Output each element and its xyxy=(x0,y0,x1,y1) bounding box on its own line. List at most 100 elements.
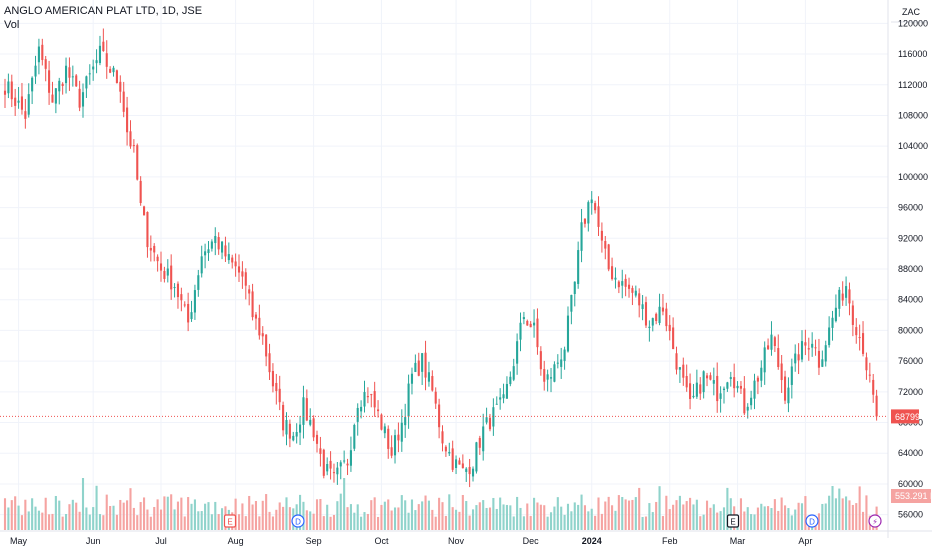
volume-bar xyxy=(75,502,78,530)
candle-body xyxy=(153,245,156,253)
candle-body xyxy=(41,44,44,60)
candle-body xyxy=(665,308,668,327)
candle-body xyxy=(441,431,444,444)
volume-bar xyxy=(831,486,834,530)
candle-body xyxy=(787,387,790,404)
candle-body xyxy=(170,265,173,290)
candle-body xyxy=(119,81,122,92)
candle-body xyxy=(709,375,712,380)
candle-body xyxy=(285,419,288,435)
volume-bar xyxy=(173,509,176,530)
volume-bar xyxy=(560,506,563,530)
volume-bar xyxy=(136,515,139,530)
volume-bar xyxy=(282,506,285,530)
volume-bar xyxy=(258,516,261,530)
volume-bar xyxy=(387,499,390,530)
candle-body xyxy=(648,326,651,329)
volume-bar xyxy=(139,502,142,530)
volume-bar xyxy=(78,511,81,530)
dividend-marker: D xyxy=(805,514,819,528)
earnings-marker: E xyxy=(223,514,237,528)
volume-bar xyxy=(237,514,241,530)
candle-body xyxy=(505,383,508,399)
volume-bar xyxy=(580,494,583,530)
candle-body xyxy=(729,377,732,380)
candle-body xyxy=(234,261,237,267)
candle-body xyxy=(672,327,675,350)
volume-bar xyxy=(838,488,841,530)
volume-bar xyxy=(750,514,753,530)
candle-body xyxy=(64,65,68,84)
volume-bar xyxy=(475,505,478,530)
candle-body xyxy=(546,374,549,380)
volume-bar xyxy=(190,503,193,530)
volume-bar xyxy=(617,495,620,530)
volume-bar xyxy=(383,501,386,530)
candle-body xyxy=(71,76,74,78)
volume-bar xyxy=(44,497,47,530)
candle-body xyxy=(197,275,200,290)
volume-bar xyxy=(34,506,37,530)
volume-bar xyxy=(865,495,868,530)
candle-body xyxy=(529,323,532,328)
candle-body xyxy=(58,80,61,92)
event-markers[interactable]: E D E D ⚡ xyxy=(223,514,882,528)
candle-body xyxy=(678,367,681,370)
volume-bar xyxy=(685,501,688,530)
candle-body xyxy=(237,266,241,273)
candle-body xyxy=(539,351,542,370)
candle-body xyxy=(719,393,722,399)
symbol-legend[interactable]: ANGLO AMERICAN PLAT LTD, 1D, JSE xyxy=(4,5,203,17)
volume-bar xyxy=(689,497,692,530)
candle-body xyxy=(797,354,800,361)
candle-body xyxy=(336,467,339,475)
candle-body xyxy=(309,419,312,425)
candle-body xyxy=(159,263,163,271)
volume-bar xyxy=(753,514,756,530)
volume-bar xyxy=(254,501,258,530)
svg-text:E: E xyxy=(730,518,735,527)
candle-body xyxy=(736,385,739,389)
candle-body xyxy=(3,90,7,95)
volume-bar xyxy=(465,501,468,530)
candle-body xyxy=(767,345,770,350)
candle-body xyxy=(689,383,692,399)
candle-body xyxy=(427,372,430,382)
candle-body xyxy=(24,111,27,119)
candle-body xyxy=(583,218,586,224)
candle-body xyxy=(115,70,118,83)
volume-bar xyxy=(729,498,732,530)
volume-bar xyxy=(27,511,30,530)
time-tick-label: Dec xyxy=(523,536,540,546)
volume-bar xyxy=(563,514,566,530)
candle-body xyxy=(597,206,600,227)
candle-body xyxy=(651,318,654,326)
volume-bar xyxy=(858,486,861,530)
price-axis[interactable]: ZAC5600060000640006800072000760008000084… xyxy=(887,0,932,550)
candle-body xyxy=(370,394,373,396)
volume-bar xyxy=(461,494,464,530)
volume-legend[interactable]: Vol xyxy=(4,19,20,31)
candle-body xyxy=(638,293,641,306)
candle-body xyxy=(828,327,831,346)
volume-bar xyxy=(10,500,13,530)
candle-body xyxy=(112,67,115,73)
volume-bar xyxy=(658,486,661,530)
volume-bar xyxy=(163,496,166,530)
time-axis[interactable]: May Jun Jul Aug Sep Oct Nov Dec 2024 Feb Mar Apr xyxy=(0,530,932,546)
volume-bar xyxy=(98,514,102,530)
candle-body xyxy=(109,68,112,73)
candle-body xyxy=(549,377,553,379)
volume-bar xyxy=(61,516,64,530)
candle-body xyxy=(326,464,329,472)
volume-bar xyxy=(817,513,821,530)
volume-bar xyxy=(577,504,580,530)
candle-body xyxy=(794,353,797,364)
volume-bar xyxy=(621,497,624,530)
svg-text:E: E xyxy=(227,518,232,527)
volume-bar xyxy=(64,514,68,530)
candle-body xyxy=(363,392,366,407)
volume-bar xyxy=(767,506,770,530)
volume-bar xyxy=(126,500,129,530)
